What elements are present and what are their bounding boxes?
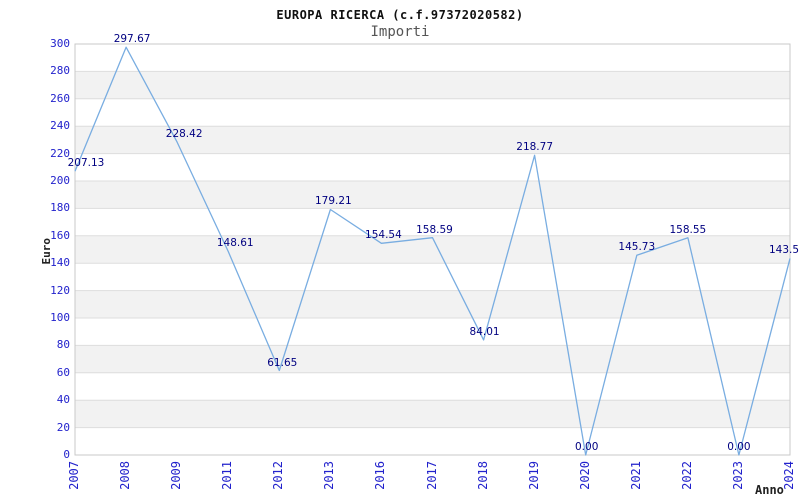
grid-band xyxy=(75,181,790,209)
grid-band xyxy=(75,345,790,373)
x-tick-label: 2008 xyxy=(118,461,133,490)
grid-band xyxy=(75,290,790,318)
x-tick-label: 2016 xyxy=(373,461,388,490)
y-tick-label: 120 xyxy=(50,283,70,297)
data-label: 143.5 xyxy=(768,244,800,257)
data-label: 0.00 xyxy=(727,441,751,453)
plot-border xyxy=(74,43,791,456)
x-tick-label: 2022 xyxy=(679,461,694,490)
y-tick-label: 180 xyxy=(50,201,70,215)
x-tick-label: 2018 xyxy=(475,461,490,490)
x-tick-label: 2020 xyxy=(577,461,592,490)
y-tick-label: 260 xyxy=(50,91,70,105)
x-tick-label: 2013 xyxy=(322,461,337,490)
y-tick-label: 20 xyxy=(56,420,70,434)
x-tick-label: 2021 xyxy=(628,461,643,490)
data-label: 154.54 xyxy=(365,229,402,242)
y-tick-label: 200 xyxy=(50,174,70,187)
series-line-importi xyxy=(74,46,791,456)
data-label: 158.59 xyxy=(416,223,453,236)
x-tick-label: 2023 xyxy=(730,461,745,490)
y-tick-label: 280 xyxy=(50,64,70,78)
x-tick-label: 2012 xyxy=(271,461,286,490)
data-label: 297.67 xyxy=(113,33,151,46)
y-tick-label: 60 xyxy=(56,365,70,379)
grid-band xyxy=(75,71,790,99)
grid-band xyxy=(75,126,790,154)
data-label: 228.42 xyxy=(165,128,203,141)
data-label: 84.01 xyxy=(469,325,500,338)
data-label: 179.21 xyxy=(314,195,352,208)
x-tick-label: 2011 xyxy=(220,461,235,490)
grid-band xyxy=(75,400,790,428)
grid-band xyxy=(75,235,790,264)
x-tick-label: 2007 xyxy=(67,461,81,490)
data-label: 0.00 xyxy=(575,441,599,453)
y-tick-label: 240 xyxy=(50,119,70,133)
y-tick-label: 300 xyxy=(50,37,70,50)
data-label: 148.61 xyxy=(216,237,254,250)
chart-subtitle: Importi xyxy=(370,24,430,40)
data-label: 158.55 xyxy=(669,223,707,236)
data-label: 61.65 xyxy=(267,356,298,369)
y-tick-label: 220 xyxy=(50,146,70,160)
x-tick-label: 2024 xyxy=(782,461,796,490)
data-label: 218.77 xyxy=(516,141,554,154)
x-tick-label: 2017 xyxy=(424,461,439,490)
y-tick-label: 140 xyxy=(50,256,70,270)
data-label: 145.73 xyxy=(618,241,656,254)
x-axis-title: Anno xyxy=(755,483,784,497)
y-tick-label: 160 xyxy=(50,228,70,242)
x-tick-label: 2009 xyxy=(169,461,184,490)
data-label: 207.13 xyxy=(67,157,105,170)
chart-title: EUROPA RICERCA (c.f.97372020582) xyxy=(276,8,524,22)
y-tick-label: 40 xyxy=(56,393,70,407)
y-tick-label: 0 xyxy=(63,448,70,461)
x-tick-label: 2019 xyxy=(526,461,541,490)
y-tick-label: 100 xyxy=(50,311,70,324)
y-tick-label: 80 xyxy=(56,338,70,352)
